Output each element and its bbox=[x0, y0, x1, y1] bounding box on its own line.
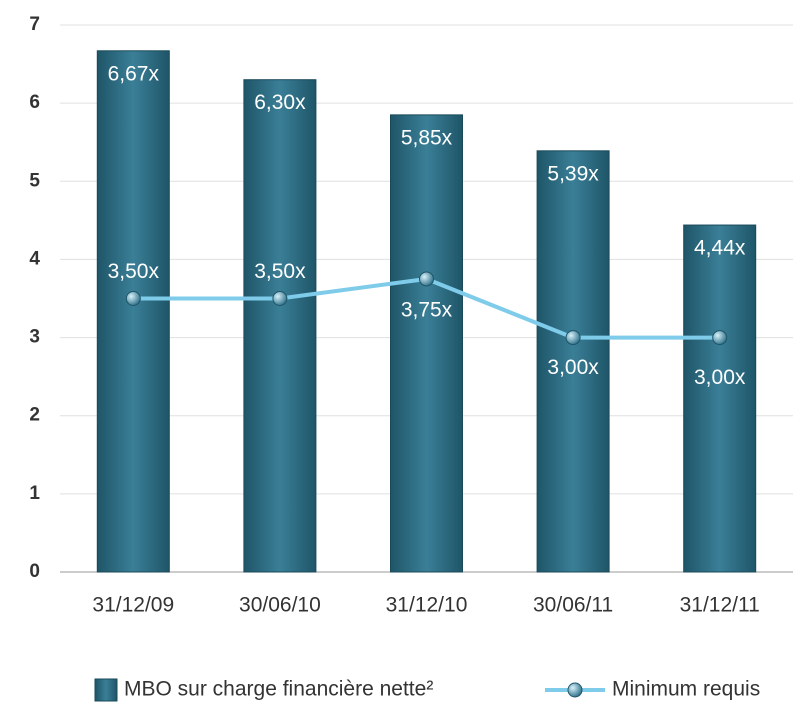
bar bbox=[536, 150, 610, 573]
legend-swatch-dot bbox=[567, 682, 583, 698]
y-tick-label: 0 bbox=[29, 561, 40, 582]
bar-value-label: 5,85x bbox=[401, 126, 453, 149]
y-tick-label: 6 bbox=[29, 92, 40, 113]
y-tick-label: 2 bbox=[29, 405, 40, 426]
legend-label: Minimum requis bbox=[612, 678, 760, 701]
legend-swatch bbox=[94, 678, 118, 702]
y-tick-label: 3 bbox=[29, 327, 40, 348]
y-tick-label: 7 bbox=[29, 14, 40, 35]
bar-value-label: 6,67x bbox=[108, 62, 160, 85]
line-value-label: 3,50x bbox=[108, 260, 160, 283]
line-value-label: 3,00x bbox=[547, 356, 599, 379]
x-tick-label: 31/12/11 bbox=[680, 594, 760, 617]
line-point bbox=[272, 291, 288, 306]
x-tick-label: 31/12/10 bbox=[386, 594, 468, 617]
bar bbox=[683, 224, 757, 573]
line-point bbox=[125, 291, 141, 306]
bar bbox=[96, 50, 170, 573]
y-tick-label: 1 bbox=[29, 483, 40, 504]
line-point bbox=[419, 271, 434, 287]
bar bbox=[243, 79, 317, 573]
line-value-label: 3,50x bbox=[254, 260, 306, 283]
x-tick-label: 31/12/09 bbox=[92, 594, 174, 617]
line-point bbox=[565, 330, 581, 346]
bar-value-label: 5,39x bbox=[547, 162, 599, 185]
line-value-label: 3,75x bbox=[401, 299, 453, 322]
legend-label: MBO sur charge financière nette² bbox=[124, 678, 433, 701]
line-value-label: 3,00x bbox=[694, 366, 746, 389]
line-point bbox=[712, 330, 728, 346]
x-tick-label: 30/06/11 bbox=[533, 594, 613, 617]
bar-value-label: 6,30x bbox=[254, 91, 306, 114]
y-tick-label: 4 bbox=[29, 248, 40, 269]
bar-value-label: 4,44x bbox=[694, 237, 746, 260]
bar bbox=[390, 114, 463, 573]
y-tick-label: 5 bbox=[29, 170, 40, 191]
x-tick-label: 30/06/10 bbox=[239, 594, 321, 617]
